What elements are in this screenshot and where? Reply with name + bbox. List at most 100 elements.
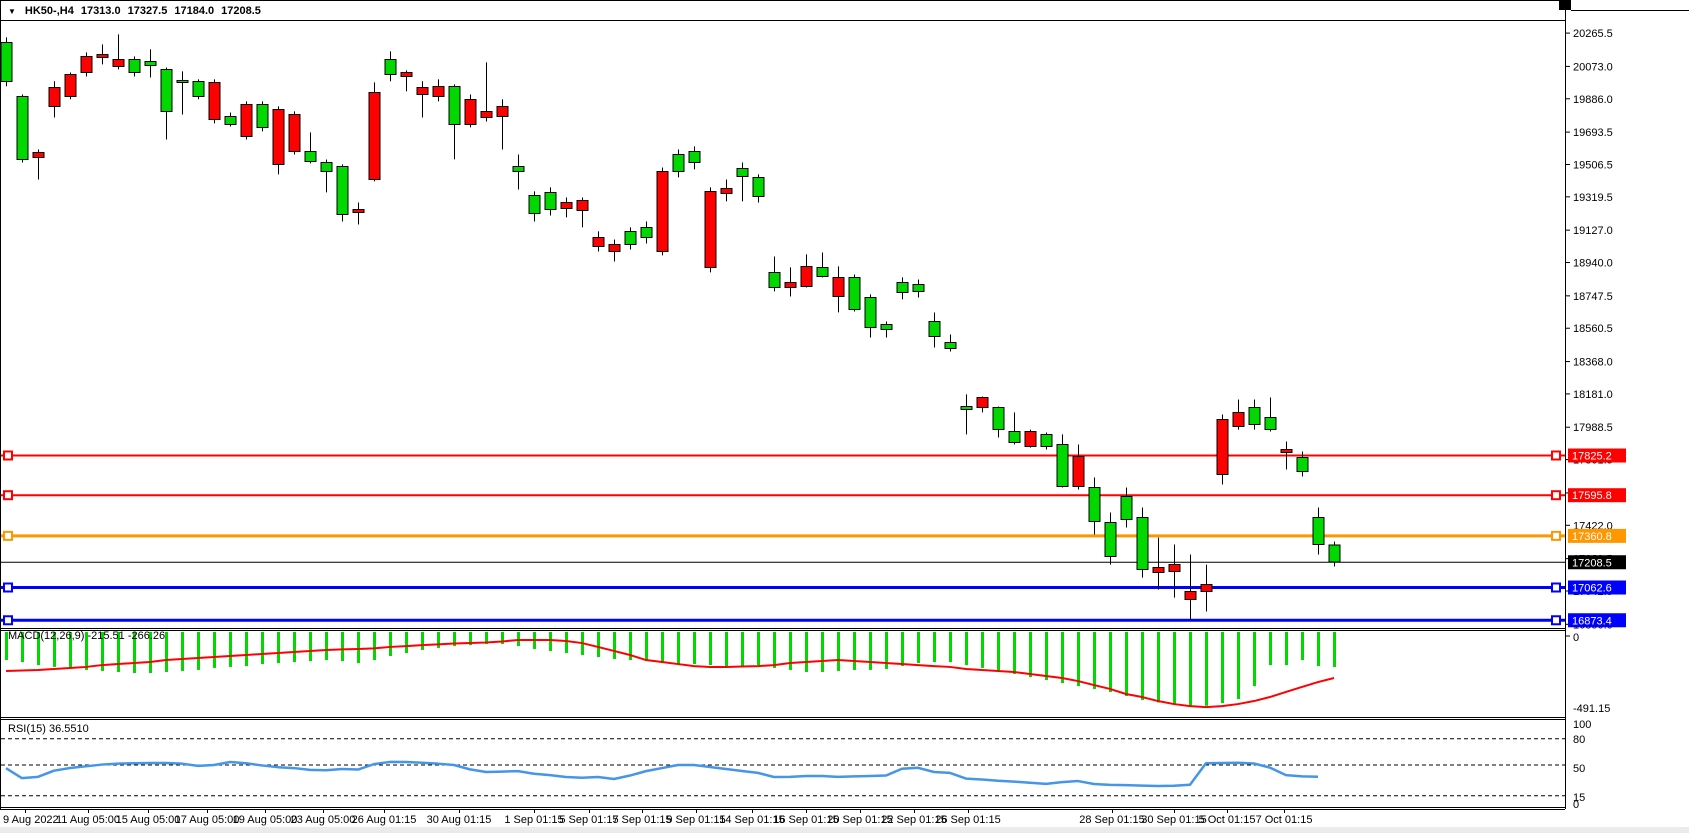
candle-body: [1184, 591, 1197, 601]
macd-histogram-bar: [469, 632, 472, 646]
line-handle[interactable]: [3, 490, 13, 501]
time-tick-label[interactable]: 19 Aug 05:00: [233, 814, 298, 826]
macd-histogram-bar: [805, 632, 808, 672]
candle-body: [288, 113, 301, 152]
time-tick-label[interactable]: 15 Aug 05:00: [116, 814, 181, 826]
price-badge: [1568, 528, 1626, 543]
time-tick-label[interactable]: 22 Sep 01:15: [881, 814, 946, 826]
candle-body: [640, 226, 653, 238]
candle-body: [960, 406, 973, 410]
macd-histogram-bar: [1301, 632, 1304, 661]
candle-body: [688, 150, 701, 163]
macd-histogram-bar: [69, 632, 72, 668]
macd-histogram-bar: [773, 632, 776, 668]
time-tick-label[interactable]: 20 Sep 01:15: [827, 814, 892, 826]
macd-histogram-bar: [5, 632, 8, 661]
candle-body: [1216, 419, 1229, 476]
candle-body: [624, 230, 637, 246]
macd-histogram-bar: [197, 632, 200, 670]
time-tick-label[interactable]: 23 Aug 05:00: [291, 814, 356, 826]
candle-body: [848, 276, 861, 310]
candle-body: [512, 165, 525, 172]
candle-body: [416, 86, 429, 95]
price-tick-label: 18560.5: [1573, 323, 1613, 335]
quote-high: 17327.5: [127, 5, 168, 17]
time-tick-label[interactable]: 26 Aug 01:15: [352, 814, 417, 826]
macd-histogram-bar: [597, 632, 600, 658]
macd-main-value: -215.51: [87, 630, 125, 642]
macd-min-label: -491.15: [1573, 703, 1610, 715]
time-tick-label[interactable]: 16 Sep 01:15: [773, 814, 838, 826]
candle-body: [1056, 443, 1069, 488]
candle-body: [944, 342, 957, 350]
line-handle[interactable]: [1551, 450, 1561, 461]
time-tick-label[interactable]: 14 Sep 01:15: [719, 814, 784, 826]
time-tick-label[interactable]: 5 Oct 01:15: [1199, 814, 1256, 826]
candle-body: [656, 170, 669, 252]
macd-histogram-bar: [1093, 632, 1096, 689]
price-badge-label: 17360.8: [1572, 531, 1612, 543]
candle-body: [672, 154, 685, 172]
time-tick-label[interactable]: 11 Aug 05:00: [56, 814, 120, 826]
macd-histogram-bar: [1189, 632, 1192, 707]
line-handle[interactable]: [1551, 582, 1561, 593]
candle-body: [32, 151, 45, 158]
time-tick-label[interactable]: 26 Sep 01:15: [935, 814, 1000, 826]
time-tick-label[interactable]: 9 Sep 01:15: [666, 814, 725, 826]
candle-body: [1104, 522, 1117, 558]
candle-body: [384, 58, 397, 75]
time-tick-label[interactable]: 7 Oct 01:15: [1256, 814, 1313, 826]
candle-body: [112, 58, 125, 67]
line-handle[interactable]: [1551, 615, 1561, 626]
price-tick-label: 19693.5: [1573, 127, 1613, 139]
macd-zero-label: 0: [1573, 632, 1579, 644]
candle-body: [720, 187, 733, 194]
candle-body: [992, 406, 1005, 431]
time-tick-label[interactable]: 17 Aug 05:00: [175, 814, 240, 826]
price-tick-label: 19319.5: [1573, 192, 1613, 204]
price-badge-label: 17062.6: [1572, 583, 1612, 595]
macd-histogram-bar: [117, 632, 120, 672]
macd-histogram-bar: [277, 632, 280, 664]
time-tick-label[interactable]: 28 Sep 01:15: [1079, 814, 1144, 826]
rsi-value: 36.5510: [48, 723, 89, 735]
macd-histogram-bar: [645, 632, 648, 662]
time-tick-label[interactable]: 30 Sep 01:15: [1141, 814, 1206, 826]
line-handle[interactable]: [3, 450, 13, 461]
rsi-axis-label: 100: [1573, 719, 1591, 731]
macd-histogram-bar: [693, 632, 696, 665]
macd-signal-line: [5, 639, 1335, 709]
candle-body: [912, 284, 925, 292]
line-handle[interactable]: [3, 582, 13, 593]
time-tick-label[interactable]: 9 Aug 2022: [3, 814, 59, 826]
price-tick-label: 19886.0: [1573, 94, 1613, 106]
time-tick-label[interactable]: 7 Sep 01:15: [612, 814, 671, 826]
candle-body: [80, 55, 93, 73]
macd-histogram-bar: [1013, 632, 1016, 674]
time-tick-label[interactable]: 5 Sep 01:15: [559, 814, 618, 826]
line-handle[interactable]: [3, 615, 13, 626]
macd-histogram-bar: [1205, 632, 1208, 706]
candle-body: [64, 73, 77, 97]
candle-body: [0, 41, 13, 82]
candle-body: [768, 271, 781, 288]
candle-body: [48, 86, 61, 107]
chevron-down-icon[interactable]: ▼: [8, 6, 16, 16]
candle-body: [96, 53, 109, 58]
macd-histogram-bar: [37, 632, 40, 666]
candle-body: [608, 244, 621, 252]
price-tick-label: 20073.0: [1573, 61, 1613, 73]
time-tick-label[interactable]: 1 Sep 01:15: [504, 814, 563, 826]
candle-body: [16, 95, 29, 160]
candle-body: [1296, 457, 1309, 472]
rsi-axis-label: 0: [1573, 799, 1579, 811]
candle-body: [1008, 430, 1021, 444]
candle-body: [352, 208, 365, 213]
time-tick-label[interactable]: 30 Aug 01:15: [427, 814, 492, 826]
line-handle[interactable]: [1551, 530, 1561, 541]
line-handle[interactable]: [1551, 490, 1561, 501]
line-handle[interactable]: [3, 530, 13, 541]
price-badge-label: 17595.8: [1572, 490, 1612, 502]
candle-body: [1232, 411, 1245, 427]
